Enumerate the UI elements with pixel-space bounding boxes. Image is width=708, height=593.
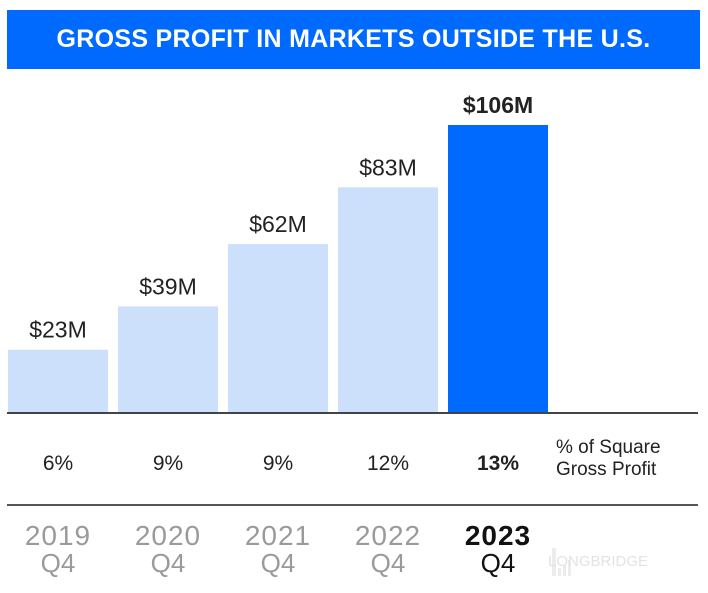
bar — [448, 125, 548, 412]
quarter-tick-label: Q4 — [261, 548, 296, 578]
quarter-tick-label: Q4 — [371, 548, 406, 578]
watermark: LONGBRIDGE — [548, 553, 648, 570]
percent-label: 9% — [153, 452, 183, 475]
percent-row-label: % of Square Gross Profit — [556, 437, 661, 481]
bar — [228, 244, 328, 412]
value-label: $83M — [359, 154, 417, 180]
watermark-logo-icon — [552, 548, 556, 576]
percent-row-label-line: Gross Profit — [556, 459, 657, 480]
quarter-tick-label: Q4 — [41, 548, 76, 578]
quarter-tick-label: Q4 — [151, 548, 186, 578]
value-label: $106M — [463, 92, 533, 118]
year-tick-label: 2019 — [25, 520, 91, 551]
bar — [118, 306, 218, 412]
percent-label: 12% — [367, 452, 409, 475]
watermark-logo-icon — [558, 568, 561, 576]
chart-title: GROSS PROFIT IN MARKETS OUTSIDE THE U.S. — [7, 10, 700, 69]
percent-row-label-line: % of Square — [556, 437, 661, 458]
year-tick-label: 2021 — [245, 520, 311, 551]
bar — [8, 349, 108, 412]
year-tick-label: 2022 — [355, 520, 421, 551]
watermark-logo-icon — [568, 560, 571, 576]
watermark-logo-icon — [563, 565, 566, 576]
quarter-tick-label: Q4 — [481, 548, 516, 578]
value-label: $39M — [139, 273, 197, 299]
percent-label: 6% — [43, 452, 73, 475]
percent-label: 9% — [263, 452, 293, 475]
value-label: $62M — [249, 211, 307, 237]
watermark-text: LONGBRIDGE — [548, 553, 649, 570]
value-label: $23M — [29, 317, 87, 343]
year-tick-label: 2020 — [135, 520, 201, 551]
percent-label: 13% — [477, 452, 519, 475]
year-tick-label: 2023 — [465, 520, 531, 551]
bar — [338, 187, 438, 412]
